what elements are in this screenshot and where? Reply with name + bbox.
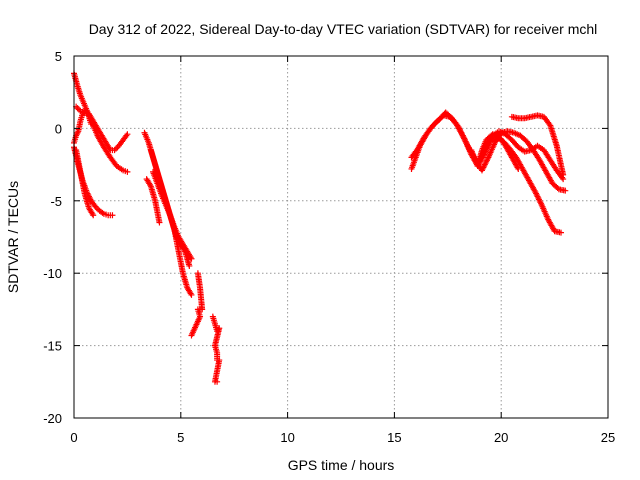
data-point bbox=[188, 332, 195, 339]
series-track-9 bbox=[143, 176, 163, 226]
plot-frame bbox=[73, 55, 609, 419]
x-tick-label: 5 bbox=[177, 430, 184, 445]
data-points bbox=[71, 70, 569, 385]
data-point bbox=[74, 105, 81, 112]
data-point bbox=[560, 171, 567, 178]
x-axis-label: GPS time / hours bbox=[288, 457, 395, 473]
chart-title: Day 312 of 2022, Sidereal Day-to-day VTE… bbox=[89, 21, 598, 37]
gridlines bbox=[74, 56, 608, 418]
data-point bbox=[186, 262, 193, 269]
data-point bbox=[188, 255, 195, 262]
data-point bbox=[90, 212, 97, 219]
data-point bbox=[124, 131, 131, 138]
data-point bbox=[109, 212, 116, 219]
x-tick-label: 0 bbox=[70, 430, 77, 445]
x-tick-label: 25 bbox=[601, 430, 615, 445]
data-point bbox=[558, 229, 565, 236]
x-tick-label: 15 bbox=[387, 430, 401, 445]
data-point bbox=[113, 145, 120, 152]
y-tick-label: -20 bbox=[43, 411, 62, 426]
series-track-8 bbox=[150, 168, 195, 262]
x-tick-label: 10 bbox=[280, 430, 294, 445]
series-track-5 bbox=[71, 108, 95, 146]
y-tick-label: 0 bbox=[55, 121, 62, 136]
series-track-16 bbox=[508, 112, 567, 178]
series-track-10 bbox=[188, 270, 206, 339]
data-point bbox=[156, 219, 163, 226]
data-point bbox=[214, 378, 221, 385]
y-tick-label: 5 bbox=[55, 49, 62, 64]
y-tick-label: -15 bbox=[43, 339, 62, 354]
data-point bbox=[124, 168, 131, 175]
data-point bbox=[562, 187, 569, 194]
y-tick-label: -5 bbox=[50, 194, 62, 209]
y-axis-label: SDTVAR / TECUs bbox=[5, 181, 21, 293]
x-tick-label: 20 bbox=[494, 430, 508, 445]
axis-ticks: 0 5 10 15 20 25 5 0 -5 -10 -15 -20 bbox=[43, 49, 615, 445]
data-point bbox=[88, 121, 95, 128]
series-track-11 bbox=[209, 313, 223, 385]
series-track-2 bbox=[73, 147, 97, 219]
y-tick-label: -10 bbox=[43, 266, 62, 281]
data-point bbox=[188, 291, 195, 298]
